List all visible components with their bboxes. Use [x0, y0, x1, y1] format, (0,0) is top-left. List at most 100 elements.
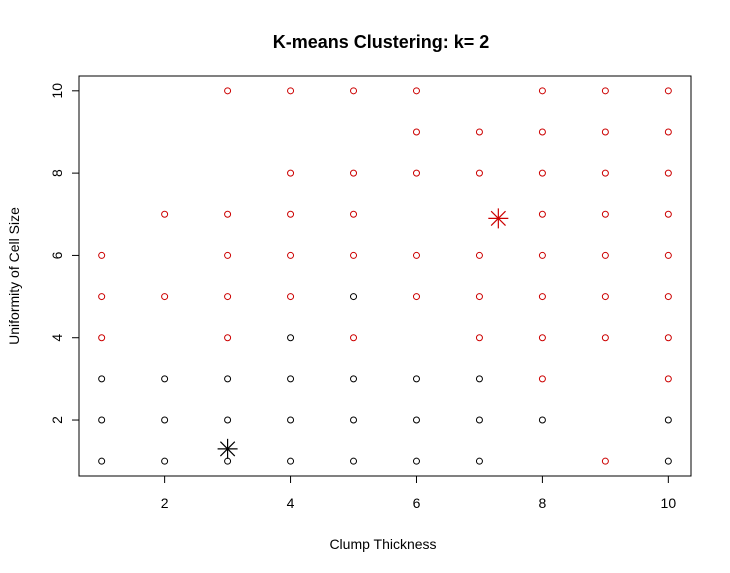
cluster-2-point [224, 87, 232, 95]
cluster-2-point [664, 293, 672, 301]
cluster-1-point [161, 457, 169, 465]
cluster-2-point [475, 334, 483, 342]
cluster-2-point [412, 169, 420, 177]
center-stroke [490, 210, 506, 227]
x-axis-label: Clump Thickness [329, 536, 436, 552]
cluster-1-point [161, 416, 169, 424]
cluster-1-point [287, 416, 295, 424]
cluster-1-point [538, 416, 546, 424]
cluster-1-point [98, 375, 106, 383]
y-tick-label: 4 [49, 334, 65, 342]
cluster-2-point [601, 169, 609, 177]
y-axis: 2 4 6 8 10 [49, 83, 80, 424]
cluster-2-point [664, 334, 672, 342]
cluster-2-point [161, 293, 169, 301]
cluster-1-point [287, 375, 295, 383]
x-tick-label: 2 [161, 495, 169, 511]
y-tick-label: 2 [49, 416, 65, 424]
y-axis-label: Uniformity of Cell Size [6, 207, 22, 345]
cluster-2-point [287, 293, 295, 301]
y-tick-label: 6 [49, 251, 65, 259]
cluster-2-point [538, 210, 546, 218]
y-tick-label: 10 [49, 83, 65, 99]
cluster-1-point [664, 457, 672, 465]
y-tick-label: 8 [49, 169, 65, 177]
centers-layer [217, 208, 509, 459]
cluster-2-point [412, 293, 420, 301]
cluster-1-point [412, 375, 420, 383]
cluster-2-point [664, 169, 672, 177]
cluster-2-point [412, 128, 420, 136]
center-stroke [219, 441, 236, 457]
cluster-1-point [98, 457, 106, 465]
x-axis: 2 4 6 8 10 [161, 475, 677, 511]
cluster-2-point [601, 251, 609, 259]
cluster-2-point [475, 128, 483, 136]
cluster-1-point [412, 457, 420, 465]
x-tick-label: 8 [539, 495, 547, 511]
x-tick-label: 10 [661, 495, 677, 511]
x-tick-label: 6 [413, 495, 421, 511]
cluster-2-point [412, 251, 420, 259]
cluster-2-point [350, 210, 358, 218]
x-tick-label: 4 [287, 495, 295, 511]
cluster-2-point [224, 251, 232, 259]
cluster-2-point [350, 169, 358, 177]
cluster-2-point [601, 457, 609, 465]
cluster-1-point [412, 416, 420, 424]
cluster-2-point [98, 293, 106, 301]
cluster-2-point [224, 334, 232, 342]
cluster-1-point [475, 375, 483, 383]
cluster-2-point [538, 251, 546, 259]
cluster-1-center-marker [217, 438, 238, 459]
cluster-1-point [475, 457, 483, 465]
points-layer [98, 87, 672, 465]
cluster-2-point [538, 128, 546, 136]
chart-title: K-means Clustering: k= 2 [273, 32, 490, 52]
cluster-2-point [287, 169, 295, 177]
cluster-1-point [161, 375, 169, 383]
cluster-1-point [350, 293, 358, 301]
cluster-2-point [350, 334, 358, 342]
cluster-2-point [664, 251, 672, 259]
cluster-1-point [224, 375, 232, 383]
cluster-1-point [287, 334, 295, 342]
cluster-2-point [98, 334, 106, 342]
cluster-2-point [350, 251, 358, 259]
cluster-2-point [475, 293, 483, 301]
cluster-2-point [412, 87, 420, 95]
cluster-2-point [350, 87, 358, 95]
cluster-2-point [664, 210, 672, 218]
cluster-2-center-marker [488, 208, 509, 229]
cluster-1-point [98, 416, 106, 424]
cluster-1-point [350, 375, 358, 383]
cluster-1-point [475, 416, 483, 424]
cluster-2-point [475, 169, 483, 177]
cluster-2-point [224, 210, 232, 218]
cluster-2-point [538, 87, 546, 95]
cluster-2-point [98, 251, 106, 259]
cluster-2-point [161, 210, 169, 218]
cluster-2-point [287, 251, 295, 259]
cluster-2-point [538, 375, 546, 383]
cluster-2-point [538, 169, 546, 177]
cluster-2-point [664, 128, 672, 136]
cluster-2-point [664, 87, 672, 95]
cluster-1-point [350, 416, 358, 424]
cluster-2-point [475, 251, 483, 259]
cluster-1-point [664, 416, 672, 424]
cluster-2-point [601, 210, 609, 218]
cluster-2-point [664, 375, 672, 383]
cluster-2-point [538, 334, 546, 342]
cluster-2-point [287, 87, 295, 95]
cluster-2-point [287, 210, 295, 218]
cluster-1-point [287, 457, 295, 465]
cluster-2-point [601, 128, 609, 136]
cluster-2-point [601, 334, 609, 342]
cluster-2-point [601, 293, 609, 301]
cluster-1-point [224, 416, 232, 424]
cluster-2-point [601, 87, 609, 95]
cluster-2-point [224, 293, 232, 301]
